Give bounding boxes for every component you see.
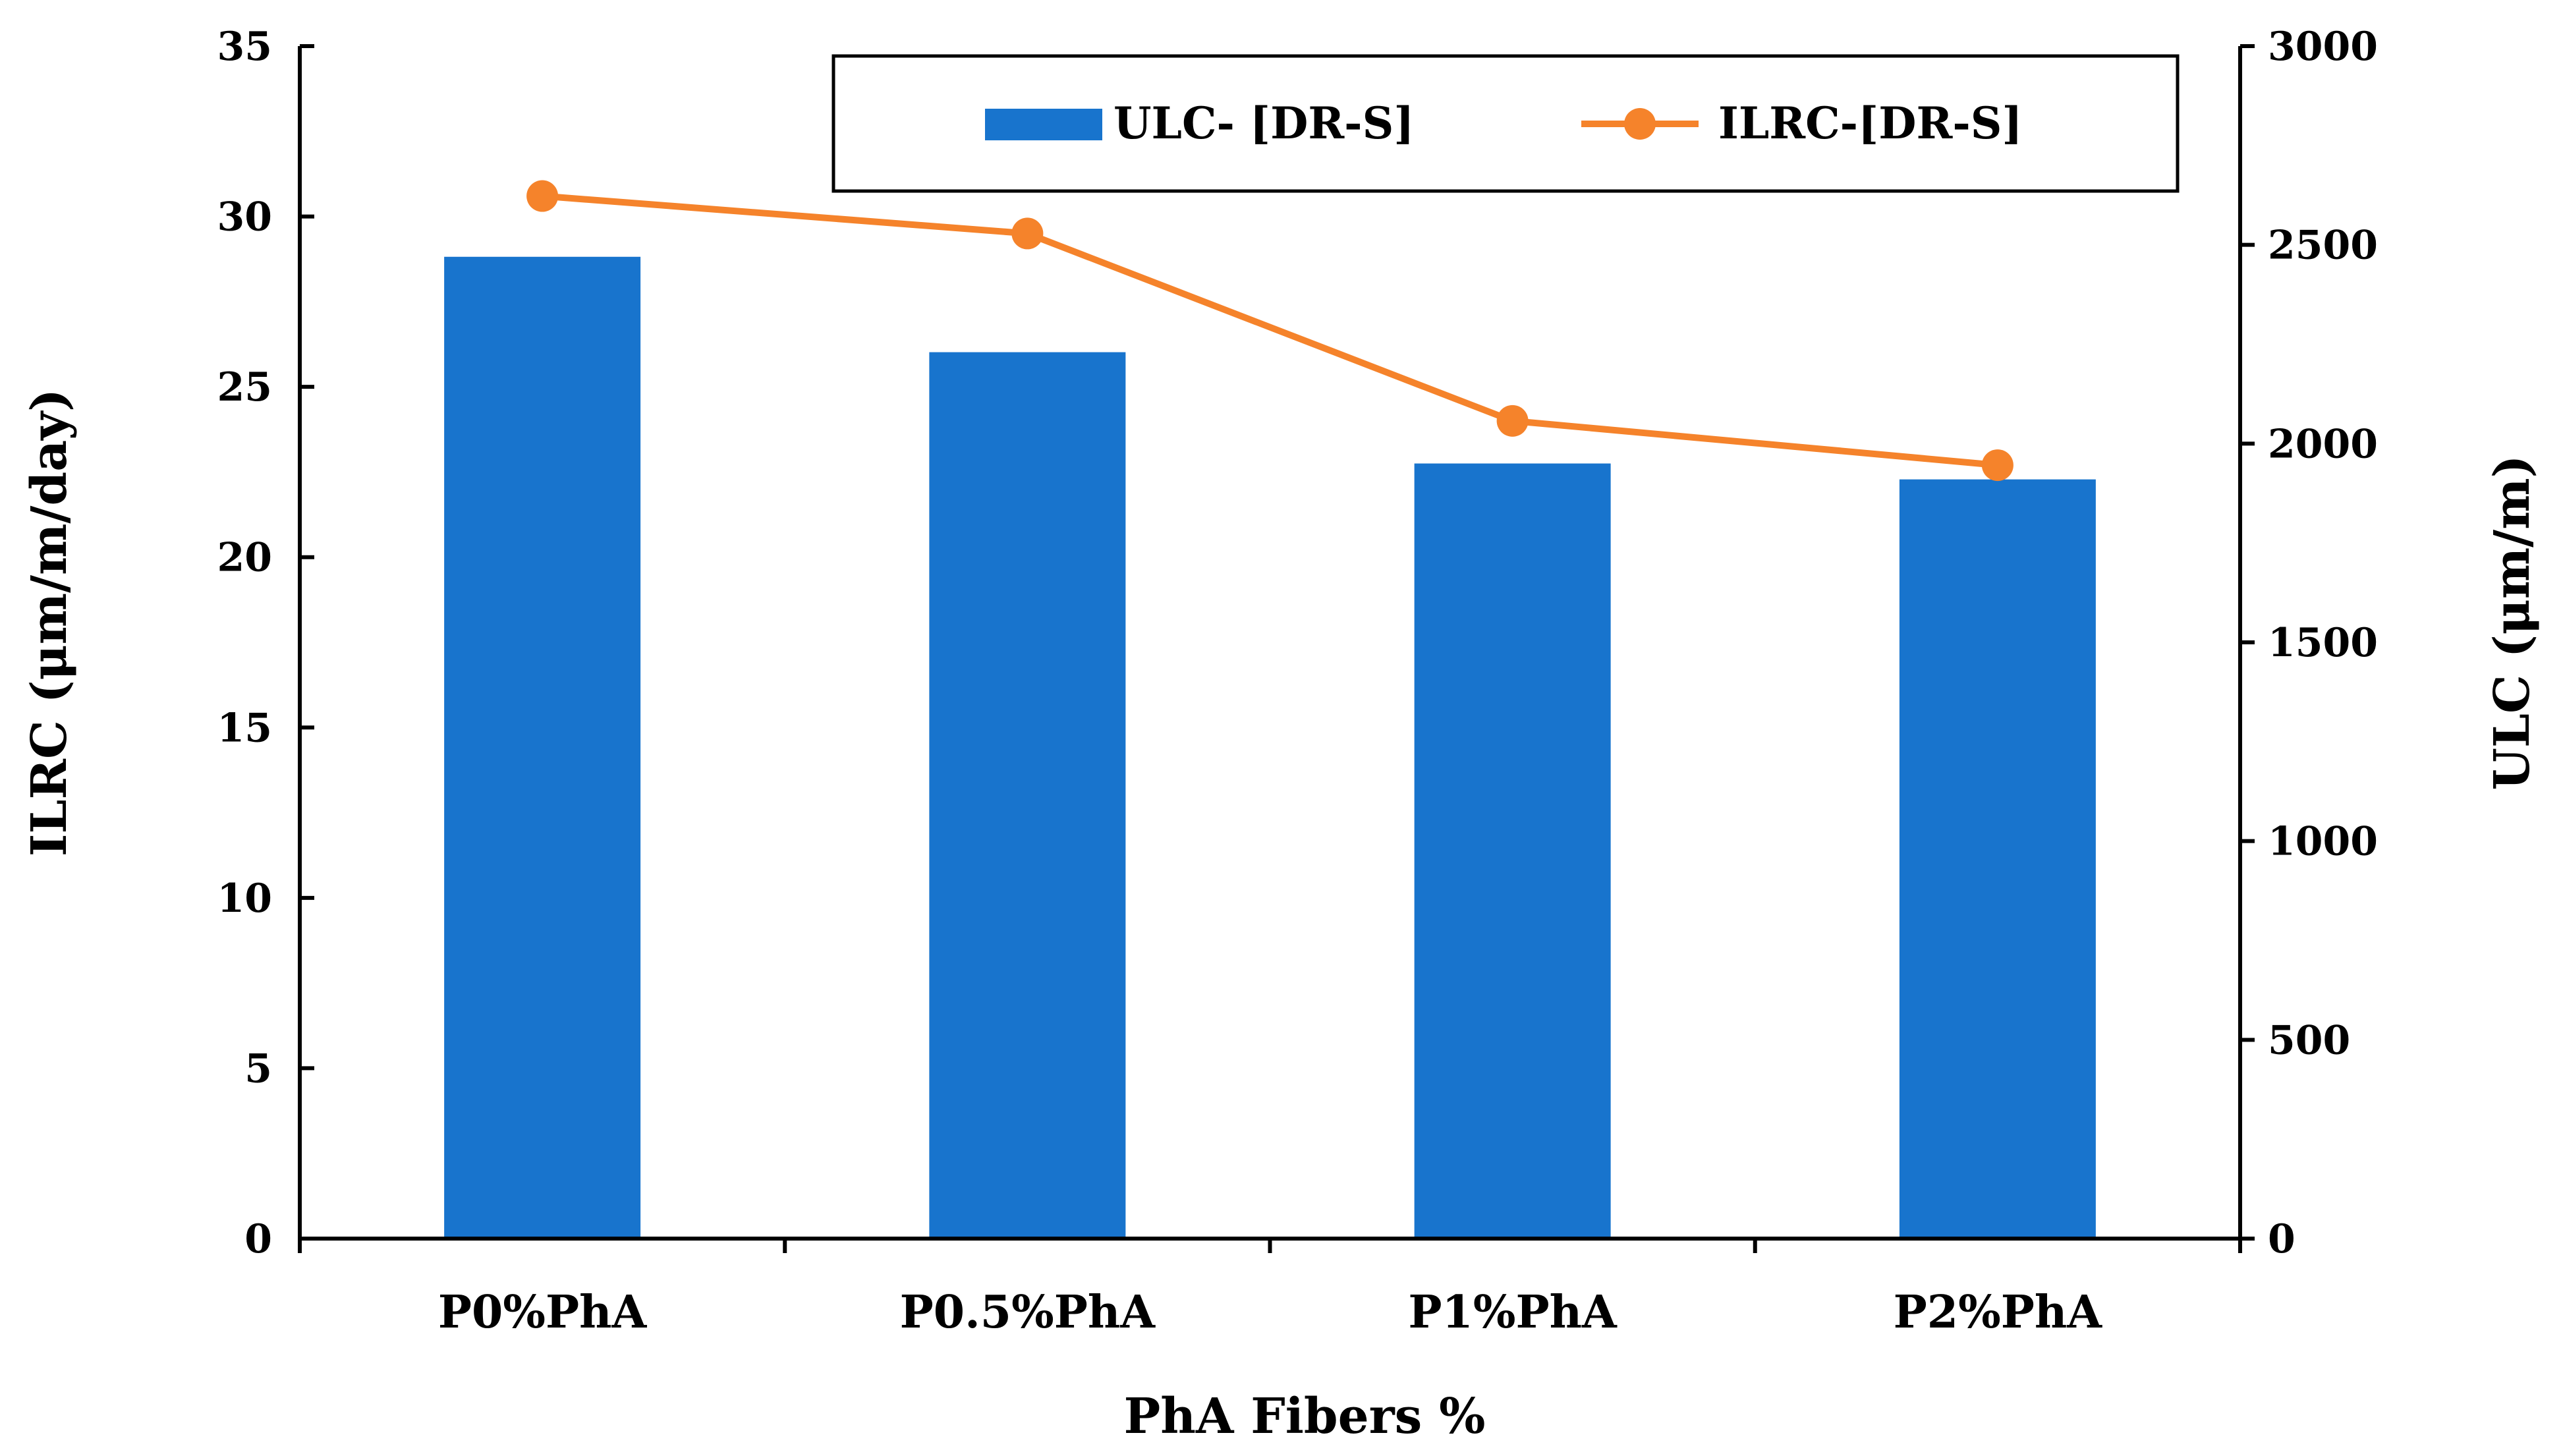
y-right-tick-label-5: 2500	[2268, 223, 2378, 269]
line-point-3	[1981, 449, 2014, 482]
line-series-ilrc	[526, 180, 2014, 482]
line-point-2	[1496, 405, 1529, 437]
y-left-tick-label-2: 10	[217, 876, 273, 922]
y-left-tick-label-0: 0	[244, 1216, 272, 1262]
y-axis-right-title: ULC (μm/m)	[2484, 455, 2541, 790]
y-right-tick-label-1: 500	[2268, 1017, 2350, 1063]
x-tick-label-2: P1%PhA	[1408, 1286, 1618, 1339]
x-tick-label-0: P0%PhA	[438, 1286, 648, 1339]
x-axis-title: PhA Fibers %	[1124, 1388, 1486, 1445]
tick-labels: 0 5 10 15 20 25 30 35 0 500 1000 1500 2000 2500 3000 P0…	[217, 24, 2379, 1339]
legend-label-ulc: ULC- [DR-S]	[1113, 98, 1414, 149]
bar-0	[444, 256, 641, 1239]
x-tick-label-1: P0.5%PhA	[900, 1286, 1156, 1339]
y-left-tick-label-7: 35	[217, 24, 273, 70]
bar-series-ulc	[444, 256, 2096, 1239]
y-right-tick-label-0: 0	[2268, 1216, 2295, 1262]
legend-box	[831, 54, 2180, 193]
y-left-tick-label-4: 20	[217, 535, 273, 581]
y-right-tick-label-2: 1000	[2268, 819, 2378, 865]
legend: ULC- [DR-S] ILRC-[DR-S]	[831, 54, 2180, 193]
y-axis-left-title: ILRC (μm/m/day)	[21, 389, 78, 856]
y-left-tick-label-1: 5	[244, 1046, 272, 1092]
bar-3	[1899, 479, 2096, 1239]
y-left-tick-label-6: 30	[217, 194, 273, 240]
x-tick-label-3: P2%PhA	[1894, 1286, 2103, 1339]
legend-label-ilrc: ILRC-[DR-S]	[1718, 98, 2023, 149]
bar-2	[1414, 463, 1611, 1239]
y-right-tick-label-3: 1500	[2268, 620, 2378, 666]
legend-swatch-ilrc-marker	[1624, 108, 1656, 140]
legend-swatch-ulc	[985, 109, 1102, 140]
line-point-1	[1011, 217, 1044, 250]
y-left-tick-label-3: 15	[217, 705, 273, 751]
axes	[298, 44, 2255, 1253]
line-path	[542, 192, 1998, 469]
y-right-tick-label-4: 2000	[2268, 421, 2378, 467]
y-left-tick-label-5: 25	[217, 364, 273, 410]
bar-1	[929, 352, 1126, 1239]
line-point-0	[526, 180, 559, 212]
y-right-tick-label-6: 3000	[2268, 24, 2378, 70]
